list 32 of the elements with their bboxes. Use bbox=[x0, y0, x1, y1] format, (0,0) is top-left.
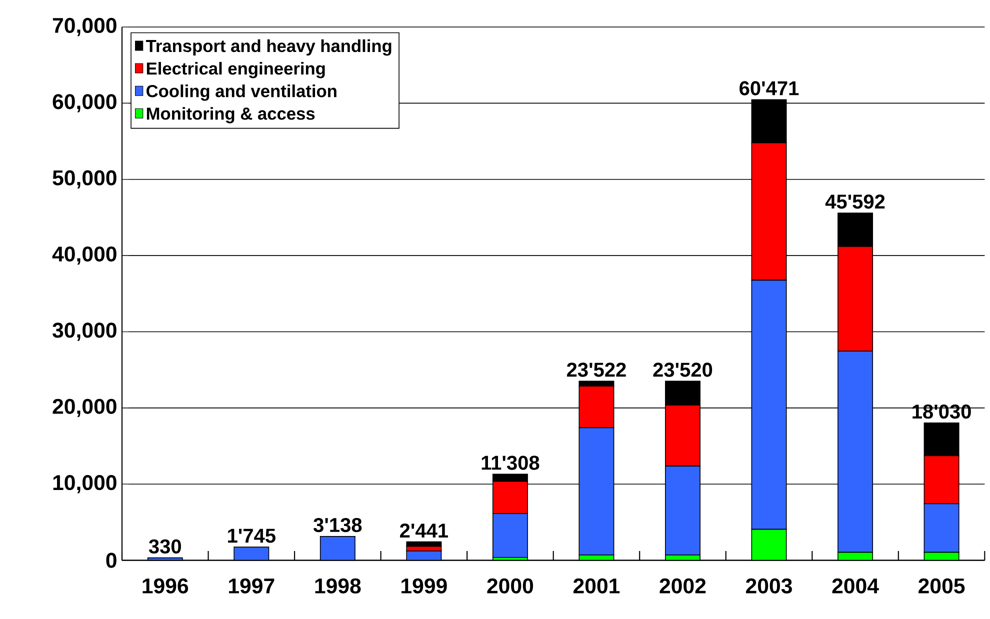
total-label: 11'308 bbox=[482, 456, 540, 470]
y-tick-label: 50,000 bbox=[52, 170, 116, 188]
x-tick-label: 2002 bbox=[660, 578, 706, 594]
y-tick-label: 20,000 bbox=[52, 398, 116, 418]
legend-label: Transport and heavy handling bbox=[146, 39, 392, 56]
y-tick-label: 70,000 bbox=[52, 18, 116, 36]
x-tick-label: 1996 bbox=[142, 578, 188, 594]
total-label: 3'138 bbox=[314, 518, 362, 532]
x-tick-label: 1997 bbox=[229, 578, 274, 594]
y-tick-label: 30,000 bbox=[52, 322, 116, 341]
total-label: 23'522 bbox=[566, 362, 626, 377]
total-label: 60'471 bbox=[740, 81, 799, 96]
total-label: 18'030 bbox=[912, 404, 971, 419]
total-label: 23'520 bbox=[653, 362, 712, 377]
x-tick-label: 1999 bbox=[402, 578, 447, 594]
legend-label: Cooling and ventilation bbox=[146, 84, 336, 101]
total-label: 330 bbox=[148, 539, 181, 554]
y-tick-label: 10,000 bbox=[53, 475, 116, 494]
total-label: 45'592 bbox=[825, 194, 885, 209]
x-tick-label: 2005 bbox=[918, 578, 965, 594]
y-tick-label: 60,000 bbox=[52, 94, 116, 112]
legend-label: Electrical engineering bbox=[146, 62, 325, 78]
legend-label: Monitoring & access bbox=[146, 107, 315, 124]
y-tick-label: 0 bbox=[106, 552, 116, 568]
total-label: 1'745 bbox=[228, 528, 276, 543]
y-tick-label: 40,000 bbox=[52, 246, 116, 265]
x-tick-label: 2004 bbox=[832, 578, 879, 594]
x-tick-label: 2003 bbox=[746, 578, 792, 594]
total-label: 2'441 bbox=[400, 524, 448, 538]
x-tick-label: 2001 bbox=[573, 578, 620, 594]
x-tick-label: 1998 bbox=[315, 578, 361, 594]
x-tick-label: 2000 bbox=[487, 578, 534, 594]
